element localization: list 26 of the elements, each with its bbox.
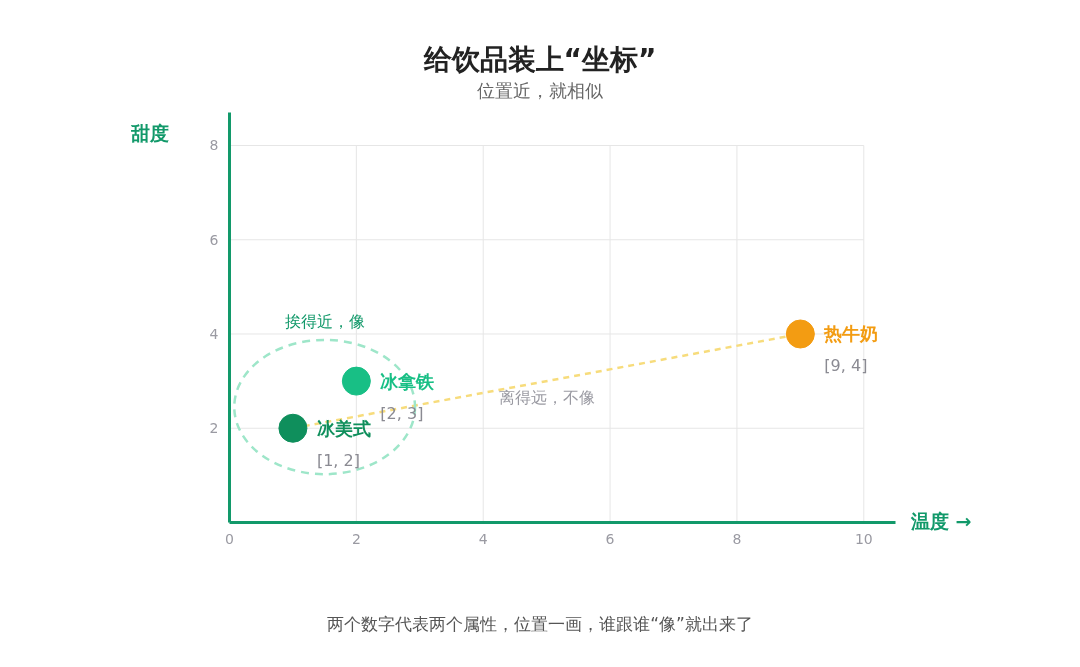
x-axis-title: 温度 → [911,509,972,534]
x-tick-label: 0 [225,530,234,547]
x-tick-label: 6 [605,530,615,547]
data-label: [1, 2] [316,450,360,470]
text: 两个数字代表两个属性，位置一画，谁跟谁“像”就出来了 [327,613,753,636]
series-label: 冰拿铁 [380,370,436,392]
series-label: 冰美式 [316,417,371,439]
point [278,413,308,443]
chart-subtitle: 位置近，就相似 [477,79,603,103]
point [341,366,371,396]
data-label: [9, 4] [824,356,868,376]
x-tick-label: 8 [732,530,742,547]
chart-title: 给饮品装上“坐标” [423,42,657,78]
annotation: 离得远，不像 [498,387,595,407]
data-label: [2, 3] [380,403,424,423]
x-tick-label: 10 [854,530,873,547]
annotation: 挨得近，像 [284,312,365,332]
y-tick-label: 2 [209,420,219,437]
series-label: 热牛奶 [823,323,879,345]
x-tick-label: 2 [351,530,361,547]
y-tick-label: 6 [209,231,219,248]
y-tick-label: 4 [209,325,219,342]
y-tick-label: 8 [209,137,219,154]
point [785,319,815,349]
y-axis-title: 甜度 [131,121,169,146]
x-tick-label: 4 [478,530,488,547]
